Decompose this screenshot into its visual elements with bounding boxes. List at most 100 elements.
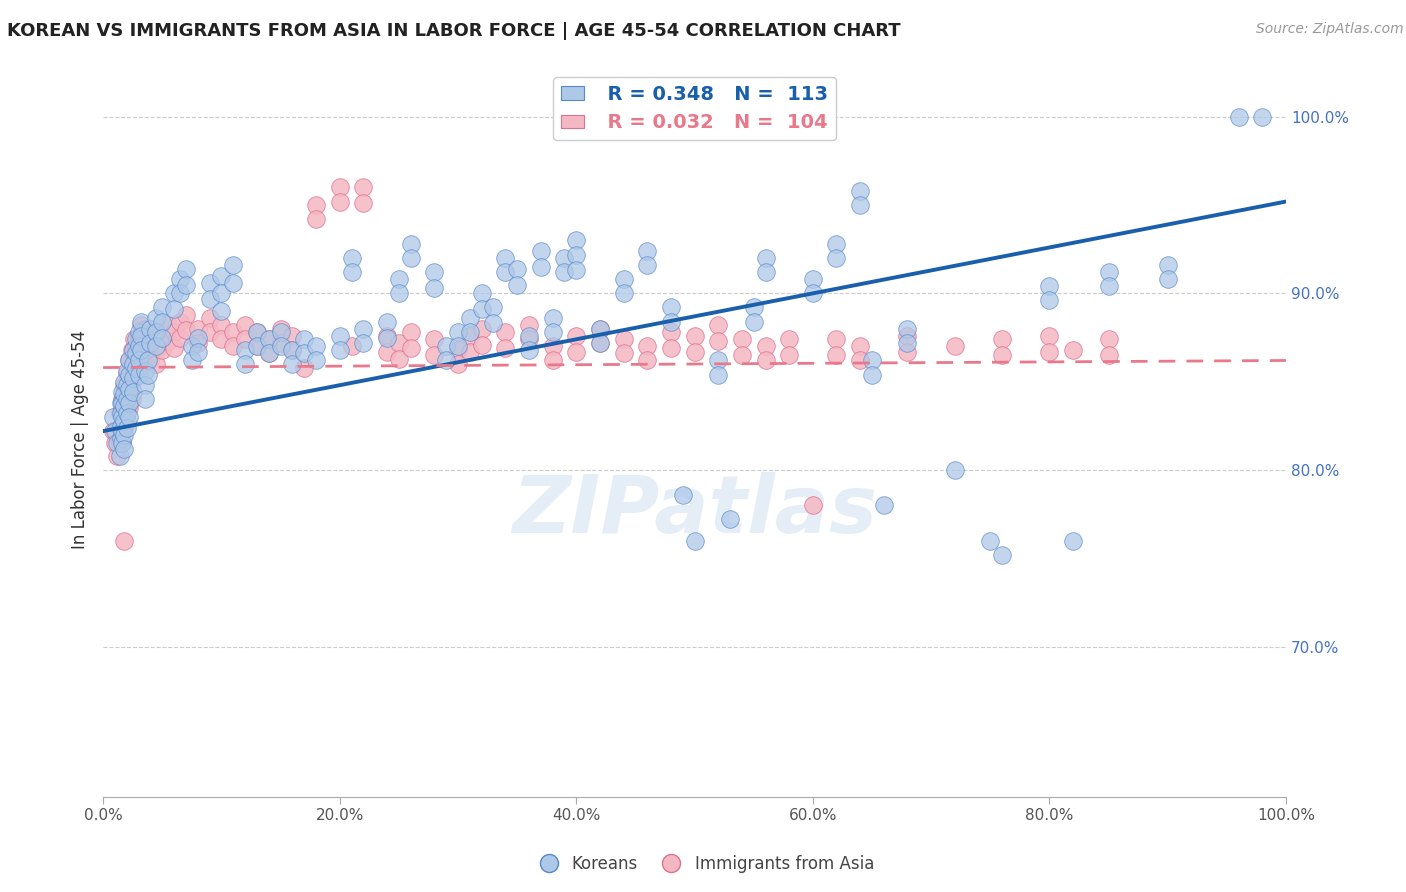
Point (187, 321, 209, 335)
Point (145, 311, 167, 326)
Point (399, 251, 422, 265)
Point (447, 357, 470, 371)
Point (128, 325, 150, 339)
Point (1097, 332, 1119, 346)
Point (145, 343, 167, 357)
Point (145, 339, 167, 353)
Point (423, 265, 446, 279)
Point (128, 360, 150, 375)
Point (110, 396, 132, 410)
Point (121, 392, 143, 407)
Point (112, 400, 135, 414)
Point (136, 348, 159, 362)
Point (169, 286, 191, 301)
Point (506, 277, 529, 292)
Point (292, 346, 315, 360)
Point (145, 357, 167, 371)
Point (305, 212, 328, 227)
Point (482, 301, 505, 315)
Point (613, 332, 636, 346)
Point (145, 325, 167, 339)
Point (1097, 279, 1119, 293)
Point (118, 353, 141, 368)
Point (494, 341, 516, 355)
Y-axis label: In Labor Force | Age 45-54: In Labor Force | Age 45-54 (72, 329, 89, 549)
Point (672, 488, 695, 502)
Point (180, 339, 202, 353)
Point (112, 387, 135, 401)
Point (157, 334, 180, 348)
Point (754, 251, 776, 265)
Point (209, 268, 232, 283)
Point (198, 325, 221, 339)
Point (1251, 110, 1274, 124)
Point (118, 385, 141, 400)
Text: ZIPatlas: ZIPatlas (512, 472, 877, 549)
Point (1038, 344, 1060, 359)
Point (169, 272, 191, 286)
Point (222, 339, 245, 353)
Point (636, 353, 658, 368)
Point (731, 348, 754, 362)
Point (340, 251, 363, 265)
Point (458, 344, 481, 359)
Point (896, 344, 918, 359)
Point (636, 339, 658, 353)
Point (636, 258, 658, 272)
Point (115, 398, 138, 412)
Point (471, 302, 494, 317)
Point (979, 533, 1001, 548)
Point (134, 392, 156, 407)
Point (105, 449, 128, 463)
Point (112, 375, 135, 389)
Point (388, 351, 411, 366)
Point (423, 348, 446, 362)
Point (896, 321, 918, 335)
Point (434, 339, 457, 353)
Point (494, 325, 516, 339)
Point (399, 341, 422, 355)
Point (122, 332, 145, 346)
Point (825, 251, 848, 265)
Point (169, 330, 191, 344)
Point (150, 328, 173, 343)
Point (121, 357, 143, 371)
Point (209, 304, 232, 318)
Point (246, 325, 269, 339)
Point (447, 343, 470, 357)
Point (112, 427, 135, 442)
Point (108, 449, 131, 463)
Point (565, 233, 588, 247)
Point (375, 328, 398, 343)
Point (1097, 348, 1119, 362)
Point (270, 321, 292, 335)
Point (136, 332, 159, 346)
Point (943, 339, 966, 353)
Point (636, 244, 658, 258)
Point (754, 339, 776, 353)
Point (180, 353, 202, 368)
Point (108, 407, 131, 421)
Point (209, 318, 232, 333)
Point (111, 420, 134, 434)
Point (541, 353, 564, 368)
Point (943, 463, 966, 477)
Point (683, 328, 706, 343)
Point (530, 260, 553, 274)
Point (683, 344, 706, 359)
Point (1097, 265, 1119, 279)
Point (115, 392, 138, 407)
Point (112, 378, 135, 392)
Point (896, 335, 918, 350)
Point (257, 332, 280, 346)
Point (482, 317, 505, 331)
Point (104, 436, 127, 450)
Point (111, 396, 134, 410)
Point (589, 335, 612, 350)
Point (139, 321, 162, 335)
Point (115, 382, 138, 396)
Point (118, 396, 141, 410)
Point (707, 368, 730, 382)
Point (329, 328, 352, 343)
Point (305, 339, 328, 353)
